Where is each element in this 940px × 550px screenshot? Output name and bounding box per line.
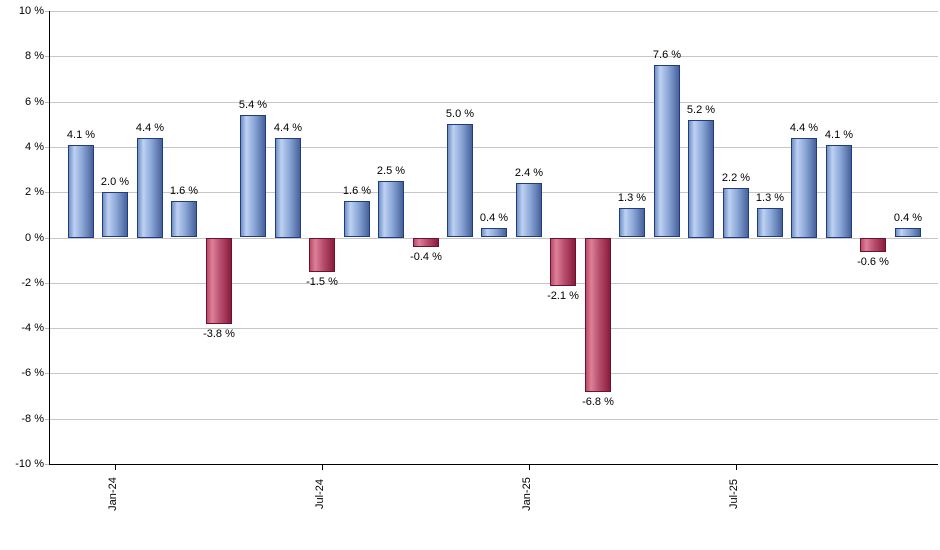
y-axis-tick-label: -4 % bbox=[21, 322, 44, 334]
y-axis-tick bbox=[45, 419, 49, 420]
y-axis-tick-label: -2 % bbox=[21, 277, 44, 289]
x-axis-tick-label: Jul-24 bbox=[313, 471, 327, 517]
bar-may-24 bbox=[240, 115, 266, 237]
y-axis-tick bbox=[45, 56, 49, 57]
bar-aug-25 bbox=[757, 208, 783, 237]
bar-value-label: -0.6 % bbox=[857, 256, 889, 268]
x-axis-tick-label-text: Jul-24 bbox=[314, 479, 326, 509]
y-axis-tick-label: -6 % bbox=[21, 367, 44, 379]
x-axis-tick-label: Jan-25 bbox=[520, 471, 534, 517]
bar-jun-24 bbox=[275, 138, 301, 238]
bar-jan-24 bbox=[102, 192, 128, 237]
y-axis-tick bbox=[45, 464, 49, 465]
bar-jul-24 bbox=[309, 238, 335, 272]
bar-value-label: 1.3 % bbox=[755, 192, 785, 204]
x-axis-tick bbox=[736, 464, 737, 470]
gridline bbox=[49, 11, 938, 12]
y-axis-line bbox=[49, 11, 50, 465]
gridline bbox=[49, 373, 938, 374]
y-axis-tick bbox=[45, 328, 49, 329]
bar-value-label: 5.0 % bbox=[445, 108, 475, 120]
bar-aug-24 bbox=[344, 201, 370, 237]
gridline bbox=[49, 419, 938, 420]
bar-sep-24 bbox=[378, 181, 404, 238]
bar-value-label: -6.8 % bbox=[582, 396, 614, 408]
bar-value-label: 2.4 % bbox=[514, 167, 544, 179]
bar-apr-25 bbox=[619, 208, 645, 237]
bar-value-label: 4.4 % bbox=[789, 122, 819, 134]
y-axis-tick bbox=[45, 373, 49, 374]
bar-value-label: 0.4 % bbox=[479, 212, 509, 224]
x-axis-tick bbox=[529, 464, 530, 470]
bar-jan-25 bbox=[516, 183, 542, 237]
bar-mar-25 bbox=[585, 238, 611, 392]
gridline bbox=[49, 102, 938, 103]
bar-mar-24 bbox=[171, 201, 197, 237]
bar-value-label: 5.4 % bbox=[238, 99, 268, 111]
y-axis-tick bbox=[45, 11, 49, 12]
bar-jul-25 bbox=[723, 188, 749, 238]
y-axis-tick-label: -8 % bbox=[21, 413, 44, 425]
bar-value-label: 2.5 % bbox=[376, 165, 406, 177]
bar-value-label: -3.8 % bbox=[203, 328, 235, 340]
bar-value-label: 4.1 % bbox=[824, 129, 854, 141]
bar-nov-24 bbox=[447, 124, 473, 237]
y-axis-tick-label: 8 % bbox=[25, 50, 44, 62]
bar-value-label: 1.3 % bbox=[617, 192, 647, 204]
bar-feb-25 bbox=[550, 238, 576, 286]
y-axis-tick bbox=[45, 147, 49, 148]
x-axis-tick-label-text: Jan-25 bbox=[521, 477, 533, 511]
gridline bbox=[49, 328, 938, 329]
x-axis-tick-label: Jul-25 bbox=[727, 471, 741, 517]
bar-value-label: 2.0 % bbox=[100, 176, 130, 188]
bar-sep-25 bbox=[791, 138, 817, 238]
y-axis-tick bbox=[45, 102, 49, 103]
x-axis-tick bbox=[115, 464, 116, 470]
bar-value-label: 2.2 % bbox=[721, 172, 751, 184]
gridline bbox=[49, 147, 938, 148]
bar-oct-24 bbox=[413, 238, 439, 247]
x-axis-tick-label-text: Jul-25 bbox=[728, 479, 740, 509]
bar-dec-23 bbox=[68, 145, 94, 238]
bar-value-label: 4.4 % bbox=[273, 122, 303, 134]
y-axis-tick-label: 4 % bbox=[25, 141, 44, 153]
x-axis-tick-label: Jan-24 bbox=[106, 471, 120, 517]
x-axis-line bbox=[49, 464, 938, 465]
bar-value-label: 4.4 % bbox=[135, 122, 165, 134]
bar-may-25 bbox=[654, 65, 680, 237]
bar-value-label: 5.2 % bbox=[686, 104, 716, 116]
y-axis-tick bbox=[45, 283, 49, 284]
y-axis-tick bbox=[45, 238, 49, 239]
gridline bbox=[49, 192, 938, 193]
bar-apr-24 bbox=[206, 238, 232, 324]
bar-value-label: 7.6 % bbox=[652, 49, 682, 61]
bar-value-label: 4.1 % bbox=[66, 129, 96, 141]
bar-jun-25 bbox=[688, 120, 714, 238]
x-axis-tick-label-text: Jan-24 bbox=[107, 477, 119, 511]
gridline bbox=[49, 56, 938, 57]
gridline bbox=[49, 283, 938, 284]
bar-oct-25 bbox=[826, 145, 852, 238]
bar-nov-25 bbox=[860, 238, 886, 252]
bar-value-label: 0.4 % bbox=[893, 212, 923, 224]
bar-value-label: -0.4 % bbox=[410, 251, 442, 263]
y-axis-tick-label: 10 % bbox=[18, 5, 44, 17]
y-axis-tick bbox=[45, 192, 49, 193]
bar-value-label: -1.5 % bbox=[306, 276, 338, 288]
bar-value-label: 1.6 % bbox=[342, 185, 372, 197]
y-axis-tick-label: 6 % bbox=[25, 96, 44, 108]
bar-feb-24 bbox=[137, 138, 163, 238]
y-axis-tick-label: 2 % bbox=[25, 186, 44, 198]
bar-dec-25 bbox=[895, 228, 921, 237]
y-axis-tick-label: 0 % bbox=[25, 232, 44, 244]
bar-value-label: -2.1 % bbox=[547, 290, 579, 302]
gridline bbox=[49, 238, 938, 239]
bar-value-label: 1.6 % bbox=[169, 185, 199, 197]
x-axis-tick bbox=[322, 464, 323, 470]
bar-dec-24 bbox=[481, 228, 507, 237]
y-axis-tick-label: -10 % bbox=[15, 458, 44, 470]
